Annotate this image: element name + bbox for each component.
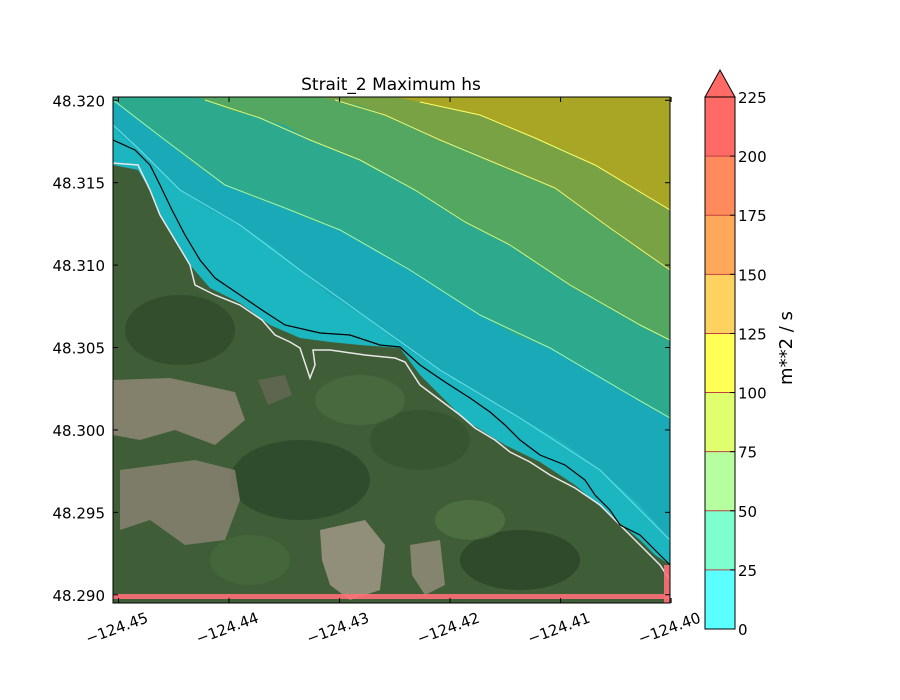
colorbar-tick-label: 175 — [738, 207, 767, 225]
map-title: Strait_2 Maximum hs — [301, 75, 481, 95]
y-tick-label: 48.320 — [53, 92, 106, 110]
cleared-land-patches — [113, 375, 445, 600]
forest-texture — [125, 295, 580, 590]
colorbar-band — [705, 97, 735, 157]
colorbar: 0 25 50 75 100 125 150 175 200 225 m**2 / s — [704, 68, 797, 639]
colorbar-tick-label: 0 — [738, 621, 748, 639]
y-tick-label: 48.305 — [53, 340, 106, 358]
colorbar-tick-label: 25 — [738, 562, 757, 580]
y-tick-label: 48.295 — [53, 504, 106, 522]
colorbar-band — [705, 569, 735, 629]
colorbar-tick-label: 150 — [738, 266, 767, 284]
colorbar-band — [705, 215, 735, 275]
shoreline-line — [113, 162, 670, 581]
colorbar-tick-label: 50 — [738, 503, 757, 521]
x-tick-label: −124.43 — [304, 609, 371, 648]
colorbar-band — [705, 274, 735, 334]
y-tick-label: 48.315 — [53, 175, 106, 193]
x-tick-label: −124.42 — [415, 609, 482, 648]
colorbar-bands — [705, 97, 735, 629]
colorbar-label: m**2 / s — [776, 311, 797, 385]
colorbar-tick-label: 100 — [738, 385, 767, 403]
y-tick-label: 48.300 — [53, 422, 106, 440]
colorbar-band — [705, 392, 735, 452]
x-tick-label: −124.45 — [83, 609, 150, 648]
colorbar-band — [705, 510, 735, 570]
x-tick-label: −124.44 — [194, 609, 261, 648]
x-tick-label: −124.40 — [636, 609, 703, 648]
plot-frame — [112, 96, 671, 604]
coastline-line — [113, 139, 670, 566]
land-edge-strip — [113, 594, 670, 599]
contour-lines — [113, 99, 670, 541]
colorbar-extend-arrow — [704, 68, 736, 98]
colorbar-tick-label: 75 — [738, 444, 757, 462]
land-edge-strip-right — [664, 565, 670, 603]
colorbar-band — [705, 333, 735, 393]
colorbar-band — [705, 156, 735, 216]
y-tick-label: 48.290 — [53, 587, 106, 605]
colorbar-tick-label: 200 — [738, 148, 767, 166]
contour-bands — [113, 97, 670, 565]
map-area — [113, 97, 670, 603]
colorbar-ticks: 0 25 50 75 100 125 150 175 200 225 — [730, 89, 767, 639]
colorbar-frame — [704, 96, 736, 630]
colorbar-band — [705, 451, 735, 511]
y-tick-label: 48.310 — [53, 257, 106, 275]
band-125-150 — [395, 97, 670, 210]
colorbar-tick-label: 125 — [738, 325, 767, 343]
x-tick-label: −124.41 — [525, 609, 592, 648]
colorbar-tick-label: 225 — [738, 89, 767, 107]
y-axis: 48.320 48.315 48.310 48.305 48.300 48.295 48.2… — [53, 92, 670, 605]
